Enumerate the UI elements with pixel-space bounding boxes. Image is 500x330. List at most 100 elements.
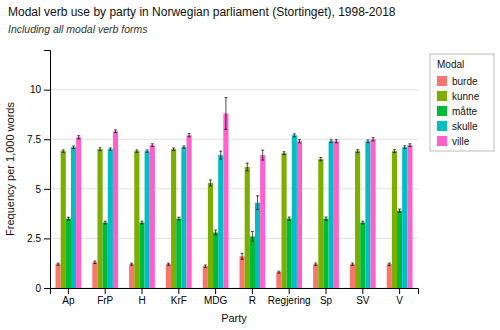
legend-item: ville [437, 136, 470, 147]
tick-label: 10 [30, 84, 42, 95]
tick-label: SV [356, 295, 370, 306]
bar [355, 151, 360, 288]
error-bar [356, 150, 359, 153]
error-bar [104, 221, 107, 224]
error-bar [177, 217, 180, 220]
bar [397, 211, 402, 288]
bar [350, 264, 355, 288]
grid-line [50, 89, 418, 90]
error-bar [351, 263, 354, 265]
bar [145, 151, 150, 288]
legend-swatch [437, 106, 447, 116]
tick: KrF [171, 288, 187, 306]
y-axis: 02.557.510 [27, 51, 50, 294]
error-bar [241, 253, 244, 259]
grid-line [50, 188, 418, 189]
error-bar [224, 98, 227, 130]
error-bar [109, 148, 112, 150]
tick-label: H [138, 295, 145, 306]
error-bars [72, 134, 406, 210]
tick-mark [44, 90, 50, 91]
error-bar [172, 148, 175, 150]
bar [255, 203, 260, 288]
tick-mark [399, 288, 400, 294]
y-axis-title: Frequency per 1,000 words [4, 102, 16, 236]
legend-label: skulle [452, 121, 478, 132]
tick-label: V [396, 295, 403, 306]
bar [407, 145, 412, 288]
tick-mark [252, 288, 253, 294]
grid [50, 90, 418, 288]
tick: MDG [204, 288, 228, 306]
error-bar [283, 152, 286, 155]
legend-label: ville [452, 136, 470, 147]
bar [203, 266, 208, 288]
legend-item: burde [437, 76, 478, 87]
error-bar [314, 263, 317, 265]
legend-swatch [437, 136, 447, 146]
tick: Ap [62, 288, 75, 306]
tick-mark [68, 288, 69, 294]
tick-label: 7.5 [27, 134, 41, 145]
axis-line [51, 289, 419, 295]
error-bar [62, 150, 65, 152]
bar [176, 219, 181, 288]
error-bars [77, 98, 411, 160]
tick-mark [44, 238, 50, 239]
bar-series [61, 149, 397, 288]
bar [245, 167, 250, 288]
error-bar [93, 261, 96, 263]
legend-item: kunne [437, 91, 480, 102]
bar [71, 147, 76, 288]
bar [223, 113, 228, 288]
legend-title: Modal [437, 59, 464, 70]
bar [76, 137, 81, 288]
error-bar [167, 263, 170, 265]
tick: Regjering [268, 288, 311, 306]
error-bar [403, 146, 406, 149]
bar [181, 147, 186, 288]
bar [387, 264, 392, 288]
error-bar [408, 144, 411, 147]
bar [334, 141, 339, 288]
error-bar [325, 217, 328, 220]
legend-label: kunne [452, 91, 480, 102]
bar [365, 141, 370, 288]
tick-label: KrF [171, 295, 187, 306]
error-bar [261, 150, 264, 160]
bar [323, 219, 328, 288]
tick-mark [178, 288, 179, 294]
tick-label: R [249, 295, 256, 306]
bar [139, 223, 144, 288]
error-bar [372, 138, 375, 141]
error-bar [67, 217, 70, 220]
bar [260, 155, 265, 288]
error-bar [214, 230, 217, 235]
error-bar [361, 221, 364, 224]
tick: 0 [35, 283, 50, 294]
tick: V [396, 288, 403, 306]
error-bar [298, 140, 301, 143]
error-bar [209, 180, 212, 186]
plot: 02.557.510ApFrPHKrFMDGRRegjeringSpSVVPar… [4, 51, 419, 325]
tick-label: FrP [97, 295, 113, 306]
error-bar [219, 151, 222, 159]
error-bar [393, 150, 396, 153]
legend-swatch [437, 91, 447, 101]
error-bar [114, 130, 117, 133]
subtitle: Including all modal verb forms [8, 23, 148, 35]
bar [318, 159, 323, 288]
error-bar [288, 217, 291, 220]
tick: H [138, 288, 145, 306]
tick-label: Sp [320, 295, 333, 306]
bar [402, 147, 407, 288]
error-bar [182, 146, 185, 148]
legend-item: skulle [437, 121, 478, 132]
bar-series [76, 113, 412, 288]
title: Modal verb use by party in Norwegian par… [8, 5, 396, 19]
error-bar [246, 163, 249, 171]
legend-item: måtte [437, 106, 477, 117]
error-bar [256, 196, 259, 210]
bar [97, 149, 102, 288]
bar [281, 153, 286, 288]
